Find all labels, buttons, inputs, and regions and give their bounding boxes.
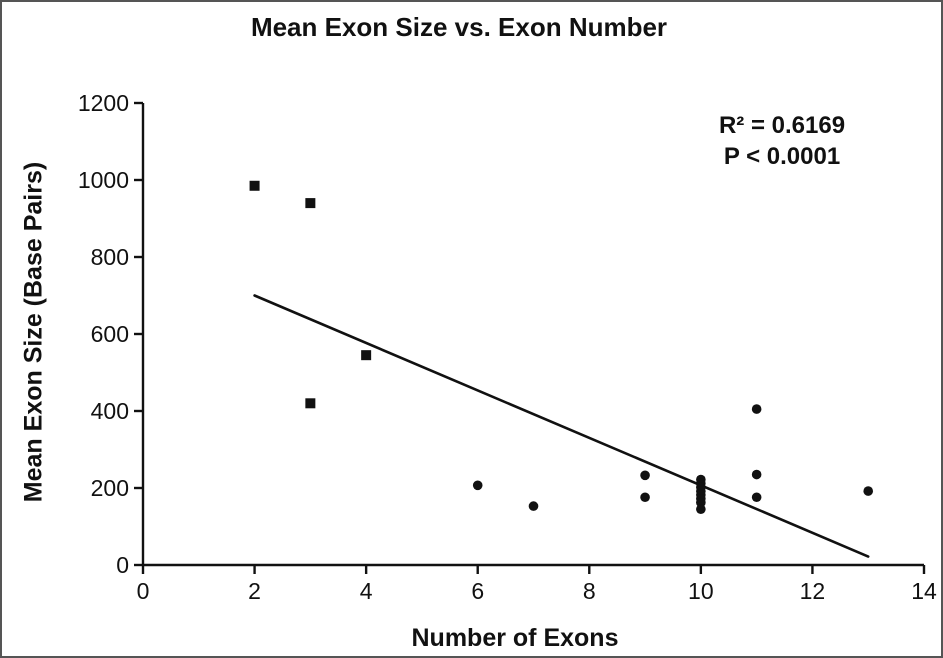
data-point-circle: [472, 480, 483, 491]
data-point-circle: [696, 504, 706, 514]
data-point-circle: [751, 492, 762, 503]
x-tick-label: 14: [911, 578, 937, 604]
stats-annotation: R² = 0.6169 P < 0.0001: [719, 110, 845, 172]
data-point-square: [361, 350, 372, 361]
x-tick-label: 2: [248, 578, 261, 604]
x-tick-label: 4: [360, 578, 373, 604]
x-tick-label: 12: [800, 578, 826, 604]
data-point-circle: [751, 404, 762, 414]
data-point-circle: [863, 486, 874, 496]
y-tick-label: 800: [91, 244, 129, 270]
trend-line: [253, 294, 870, 558]
r-squared-value: R² = 0.6169: [718, 112, 846, 139]
y-tick-label: 400: [91, 398, 129, 424]
x-tick-label: 6: [471, 578, 484, 604]
x-tick-label: 10: [688, 578, 714, 604]
data-point-square: [305, 398, 316, 409]
y-tick-label: 1000: [78, 167, 129, 193]
data-point-square: [305, 198, 316, 209]
x-tick-label: 0: [137, 578, 150, 604]
y-tick-label: 1200: [78, 90, 129, 116]
y-tick-label: 600: [91, 321, 129, 347]
data-point-circle: [528, 501, 539, 511]
chart-title: Mean Exon Size vs. Exon Number: [250, 12, 668, 42]
x-tick-label: 8: [583, 578, 596, 604]
data-point-circle: [640, 470, 650, 481]
p-value: P < 0.0001: [723, 143, 841, 170]
y-tick-label: 200: [91, 475, 129, 501]
data-point-circle: [640, 492, 650, 503]
x-axis-label: Number of Exons: [411, 624, 619, 652]
data-point-circle: [751, 469, 762, 480]
data-point-square: [249, 180, 260, 191]
y-tick-label: 0: [116, 552, 129, 578]
